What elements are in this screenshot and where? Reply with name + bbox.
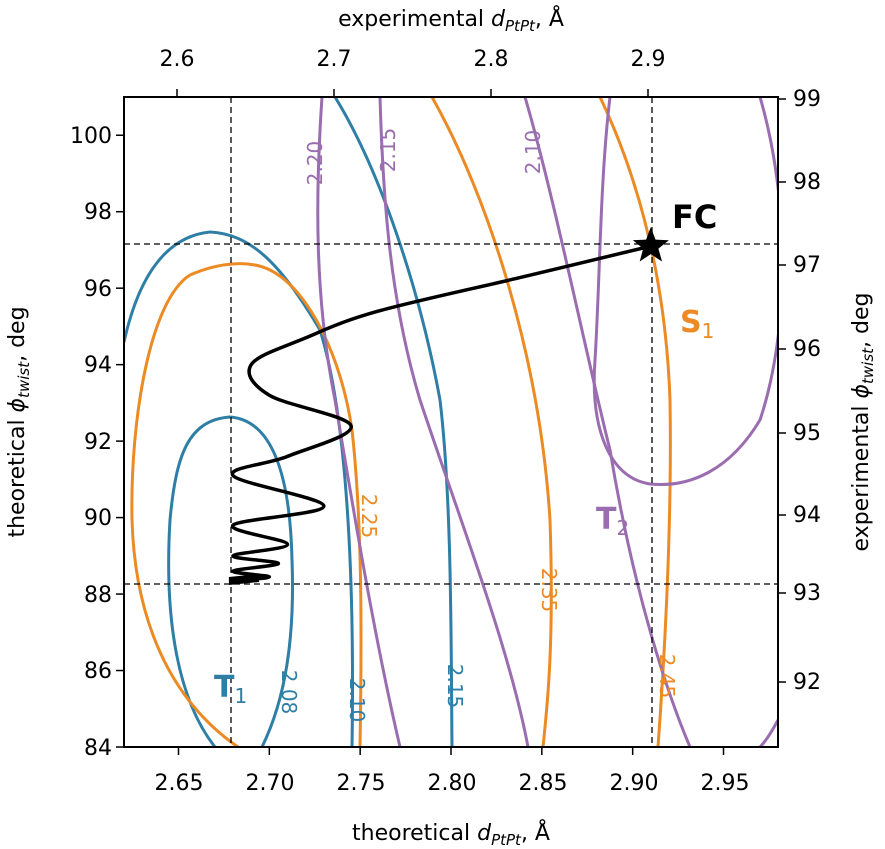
label-t2-210: 2.10 <box>521 130 545 175</box>
left-tick-label: 98 <box>84 200 112 225</box>
left-tick-label: 84 <box>84 736 112 761</box>
label-s1-245: 2.45 <box>655 654 679 699</box>
bottom-tick-label: 2.65 <box>155 771 204 796</box>
star-icon <box>632 227 669 262</box>
reference-lines <box>124 97 778 747</box>
right-tick-labels: 92 93 94 95 96 97 98 99 <box>793 87 821 695</box>
t2-contour-220 <box>316 97 402 747</box>
right-tick-label: 97 <box>793 253 821 278</box>
bottom-tick-label: 2.80 <box>428 771 477 796</box>
bottom-tick-label: 2.90 <box>610 771 659 796</box>
state-label-t1: T1 <box>214 670 247 708</box>
left-tick-label: 86 <box>84 659 112 684</box>
left-tick-label: 100 <box>70 124 112 149</box>
left-tick-labels: 84 86 88 90 92 94 96 98 100 <box>70 124 112 761</box>
bottom-tick-label: 2.70 <box>246 771 295 796</box>
label-s1-235: 2.35 <box>537 568 561 613</box>
top-tick-label: 2.6 <box>160 47 195 72</box>
trajectory-line <box>228 244 652 586</box>
label-t2-215: 2.15 <box>376 128 400 173</box>
fc-marker: FC <box>632 198 717 262</box>
bottom-tick-label: 2.75 <box>337 771 386 796</box>
top-tick-labels: 2.6 2.7 2.8 2.9 <box>160 47 666 72</box>
left-tick-label: 96 <box>84 277 112 302</box>
bottom-tick-labels: 2.65 2.70 2.75 2.80 2.85 2.90 2.95 <box>155 771 750 796</box>
t2-contours <box>316 97 778 747</box>
right-tick-label: 95 <box>793 421 821 446</box>
s1-contour-235 <box>430 97 553 747</box>
t1-contours <box>124 97 454 747</box>
right-tick-label: 96 <box>793 337 821 362</box>
t1-contour-210 <box>124 230 355 747</box>
right-tick-label: 99 <box>793 87 821 112</box>
t1-contour-208 <box>167 415 294 747</box>
right-tick-label: 94 <box>793 503 821 528</box>
top-tick-label: 2.8 <box>474 47 509 72</box>
s1-contour-225 <box>130 262 363 747</box>
x-axis-label-top: experimental dPtPt, Å <box>338 5 564 35</box>
left-tick-label: 92 <box>84 430 112 455</box>
right-tick-label: 92 <box>793 670 821 695</box>
y-axis-label-right: experimental ϕtwist, deg <box>849 293 877 552</box>
left-tick-label: 90 <box>84 506 112 531</box>
t2-contour-210 <box>523 97 692 747</box>
t1-contour-215 <box>333 97 454 747</box>
top-tick-label: 2.7 <box>317 47 352 72</box>
s1-contours <box>130 97 672 747</box>
state-labels: T1 S1 T2 <box>214 305 714 708</box>
bottom-tick-label: 2.85 <box>519 771 568 796</box>
fc-label: FC <box>672 198 717 236</box>
label-t1-215: 2.15 <box>443 664 467 709</box>
top-tick-label: 2.9 <box>631 47 666 72</box>
y-axis-label-left: theoretical ϕtwist, deg <box>5 306 33 537</box>
left-tick-label: 94 <box>84 353 112 378</box>
right-tick-label: 98 <box>793 170 821 195</box>
t2-contour-outer <box>758 719 778 747</box>
axis-ticks <box>116 89 786 755</box>
t2-contour-215 <box>378 97 530 747</box>
plot-content <box>124 97 778 747</box>
right-tick-label: 93 <box>793 581 821 606</box>
label-t1-210: 2.10 <box>345 678 369 723</box>
left-tick-label: 88 <box>84 583 112 608</box>
label-s1-225: 2.25 <box>357 494 381 539</box>
state-label-s1: S1 <box>680 305 714 343</box>
x-axis-label-bottom: theoretical dPtPt, Å <box>352 819 550 849</box>
s1-contour-245 <box>598 97 672 747</box>
t2-contour-inner <box>592 97 778 487</box>
bottom-tick-label: 2.95 <box>701 771 750 796</box>
state-label-t2: T2 <box>596 502 629 540</box>
label-t1-208: 2.08 <box>277 670 301 715</box>
label-t2-220: 2.20 <box>303 141 327 186</box>
contour-labels: 2.08 2.10 2.15 2.25 2.35 2.45 2.20 2.15 … <box>277 128 679 723</box>
